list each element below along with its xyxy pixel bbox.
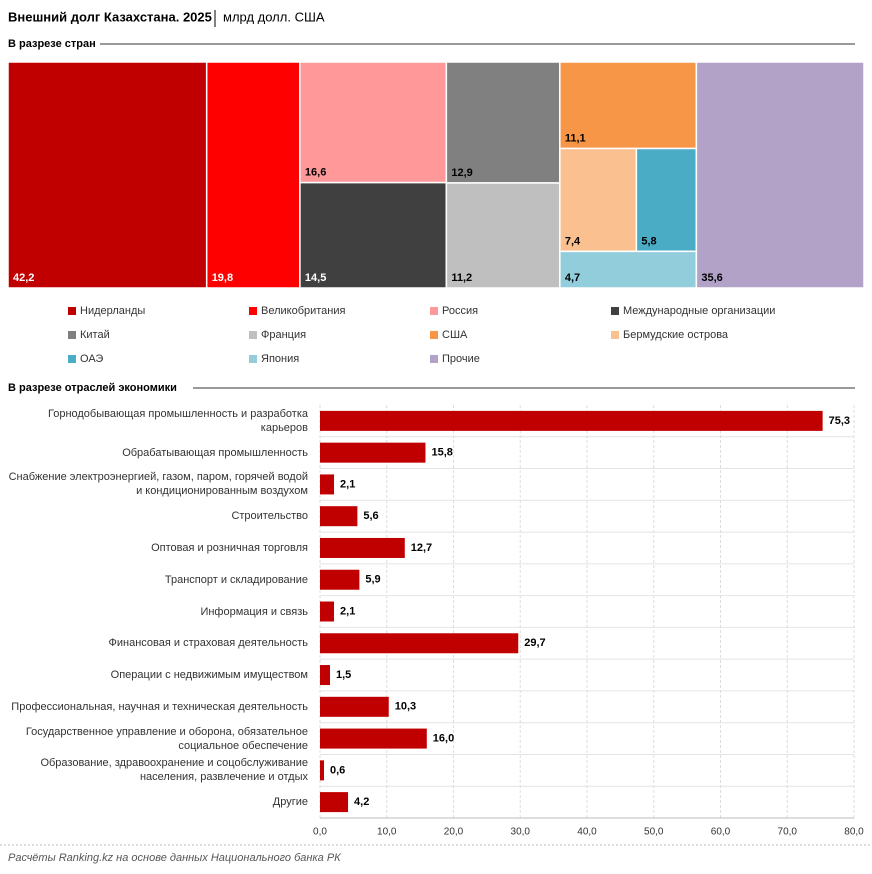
title: Внешний долг Казахстана. 2025 bbox=[8, 9, 212, 24]
legend-marker bbox=[68, 331, 76, 339]
bar bbox=[320, 792, 349, 813]
legend-label: Россия bbox=[442, 305, 478, 317]
data-label: 29,7 bbox=[524, 637, 545, 649]
data-label: 1,5 bbox=[336, 669, 351, 681]
bar bbox=[320, 506, 358, 527]
legend-marker bbox=[68, 307, 76, 315]
data-label: 11,1 bbox=[565, 132, 586, 144]
category-label: Оптовая и розничная торговля bbox=[151, 541, 308, 554]
source: Расчёты Ranking.kz на основе данных Наци… bbox=[8, 852, 341, 864]
legend-label: Великобритания bbox=[261, 305, 346, 317]
bar bbox=[320, 442, 426, 463]
treemap-cell bbox=[299, 61, 448, 184]
bar bbox=[320, 728, 427, 749]
treemap-cell bbox=[7, 61, 208, 289]
legend-marker bbox=[430, 355, 438, 363]
data-label: 12,9 bbox=[451, 167, 472, 179]
treemap-cell bbox=[205, 61, 301, 289]
x-tick-label: 0,0 bbox=[313, 827, 327, 838]
x-tick-label: 60,0 bbox=[711, 827, 731, 838]
treemap-cell bbox=[559, 61, 698, 150]
data-label: 0,6 bbox=[330, 764, 345, 776]
data-label: 11,2 bbox=[451, 272, 472, 284]
data-label: 35,6 bbox=[701, 272, 722, 284]
section-title: В разрезе отраслей экономики bbox=[8, 382, 177, 394]
legend-label: Международные организации bbox=[623, 305, 775, 317]
data-label: 4,7 bbox=[565, 272, 580, 284]
treemap-cell bbox=[695, 61, 865, 289]
x-tick-label: 40,0 bbox=[577, 827, 597, 838]
data-label: 2,1 bbox=[340, 605, 355, 617]
bar bbox=[320, 696, 389, 717]
data-label: 75,3 bbox=[829, 415, 850, 427]
treemap-cell bbox=[445, 182, 561, 289]
data-label: 10,3 bbox=[395, 701, 416, 713]
legend-label: США bbox=[442, 329, 468, 341]
x-tick-label: 70,0 bbox=[778, 827, 798, 838]
data-label: 5,8 bbox=[641, 235, 656, 247]
x-tick-label: 30,0 bbox=[511, 827, 531, 838]
legend-marker bbox=[249, 355, 257, 363]
legend-label: Бермудские острова bbox=[623, 329, 729, 341]
data-label: 4,2 bbox=[354, 796, 369, 808]
section-title: В разрезе стран bbox=[8, 38, 96, 50]
legend-marker bbox=[249, 307, 257, 315]
legend-marker bbox=[430, 331, 438, 339]
data-label: 5,9 bbox=[365, 574, 380, 586]
data-label: 19,8 bbox=[212, 272, 233, 284]
bar bbox=[320, 665, 331, 686]
data-label: 14,5 bbox=[305, 272, 326, 284]
data-label: 2,1 bbox=[340, 478, 355, 490]
category-label: Строительство bbox=[231, 510, 308, 523]
legend-marker bbox=[249, 331, 257, 339]
x-tick-label: 20,0 bbox=[444, 827, 464, 838]
data-label: 16,0 bbox=[433, 732, 454, 744]
data-label: 7,4 bbox=[565, 235, 581, 247]
category-label: Другие bbox=[272, 796, 308, 809]
legend-marker bbox=[430, 307, 438, 315]
bar bbox=[320, 760, 325, 781]
treemap-cell bbox=[559, 147, 638, 253]
category-label: Государственное управление и оборона, об… bbox=[25, 725, 308, 752]
legend-marker bbox=[611, 307, 619, 315]
x-tick-label: 80,0 bbox=[844, 827, 864, 838]
legend-label: Франция bbox=[261, 329, 306, 341]
subtitle: млрд долл. США bbox=[223, 9, 325, 24]
bar bbox=[320, 537, 405, 558]
legend-marker bbox=[68, 355, 76, 363]
data-label: 12,7 bbox=[411, 542, 432, 554]
category-label: Транспорт и складирование bbox=[164, 573, 308, 586]
bar bbox=[320, 601, 335, 622]
data-label: 15,8 bbox=[431, 447, 452, 459]
category-label: Профессиональная, научная и техническая … bbox=[11, 700, 308, 713]
treemap-cell bbox=[445, 61, 561, 184]
category-label: Информация и связь bbox=[200, 605, 308, 618]
legend-label: Япония bbox=[261, 353, 299, 365]
data-label: 42,2 bbox=[13, 272, 34, 284]
legend-label: Прочие bbox=[442, 353, 480, 365]
category-label: Операции с недвижимым имуществом bbox=[110, 669, 308, 682]
legend-label: ОАЭ bbox=[80, 353, 103, 365]
bar bbox=[320, 633, 519, 654]
bar bbox=[320, 410, 823, 431]
legend-marker bbox=[611, 331, 619, 339]
treemap-cell bbox=[559, 250, 698, 289]
data-label: 5,6 bbox=[363, 510, 378, 522]
x-tick-label: 50,0 bbox=[644, 827, 664, 838]
legend-label: Китай bbox=[80, 329, 110, 341]
category-label: Обрабатывающая промышленность bbox=[122, 446, 308, 459]
legend-label: Нидерланды bbox=[80, 305, 145, 317]
category-label: Горнодобывающая промышленность и разрабо… bbox=[47, 407, 308, 434]
bar bbox=[320, 569, 360, 590]
category-label: Образование, здравоохранение и соцобслуж… bbox=[40, 757, 308, 784]
x-tick-label: 10,0 bbox=[377, 827, 397, 838]
category-label: Финансовая и страховая деятельность bbox=[108, 637, 308, 650]
bar bbox=[320, 474, 335, 495]
data-label: 16,6 bbox=[305, 167, 326, 179]
category-label: Снабжение электроэнергией, газом, паром,… bbox=[8, 471, 308, 498]
